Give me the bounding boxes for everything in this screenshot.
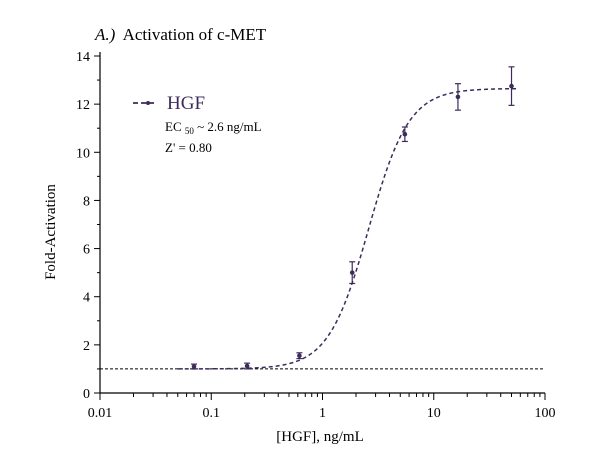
ec50-annotation: EC 50 ~ 2.6 ng/mL: [165, 119, 262, 137]
point-marker: [455, 94, 461, 100]
zprime-annotation: Z' = 0.80: [165, 140, 212, 155]
x-axis-title: [HGF], ng/mL: [276, 429, 364, 445]
x-tick-label: 0.01: [88, 406, 113, 421]
x-tick-label: 0.1: [203, 406, 221, 421]
ec50-prefix: EC: [165, 119, 182, 134]
x-tick-label: 1: [319, 406, 326, 421]
chart-title-prefix: A.): [94, 25, 116, 44]
chart-title: A.) Activation of c-MET: [94, 25, 267, 44]
data-points: [191, 66, 515, 370]
point-marker: [349, 270, 355, 275]
data-point: [244, 362, 251, 370]
ec50-subscript: 50: [185, 126, 195, 136]
point-marker: [297, 353, 302, 358]
y-tick-label: 8: [83, 194, 90, 209]
y-tick-label: 6: [83, 243, 90, 258]
data-point: [296, 352, 303, 360]
point-marker: [244, 363, 250, 369]
legend: HGF EC 50 ~ 2.6 ng/mL Z' = 0.80: [133, 93, 262, 155]
y-tick-label: 4: [83, 291, 90, 306]
y-axis: 0 2 4 6 8 10 12 14: [76, 50, 101, 402]
x-tick-label: 10: [427, 406, 441, 421]
x-axis: 0.01 0.1 1 10 100: [88, 392, 556, 421]
fit-curve: [177, 87, 517, 370]
y-tick-label: 14: [76, 50, 90, 65]
point-marker: [509, 83, 514, 89]
y-axis-title: Fold-Activation: [43, 184, 59, 280]
legend-swatch-marker: [146, 101, 150, 105]
data-point: [454, 83, 461, 111]
y-tick-label: 10: [76, 146, 90, 161]
ec50-suffix: ~ 2.6 ng/mL: [197, 119, 262, 134]
point-marker: [402, 131, 408, 137]
y-tick-label: 0: [83, 387, 90, 402]
data-point: [401, 126, 408, 143]
data-point: [191, 363, 198, 370]
point-marker: [191, 364, 197, 369]
y-tick-label: 2: [83, 339, 90, 354]
data-point: [349, 261, 356, 285]
legend-label-hgf: HGF: [167, 93, 205, 114]
data-point: [508, 66, 515, 106]
chart-title-main: Activation of c-MET: [123, 25, 267, 44]
x-tick-label: 100: [535, 406, 556, 421]
y-tick-label: 12: [76, 98, 90, 113]
